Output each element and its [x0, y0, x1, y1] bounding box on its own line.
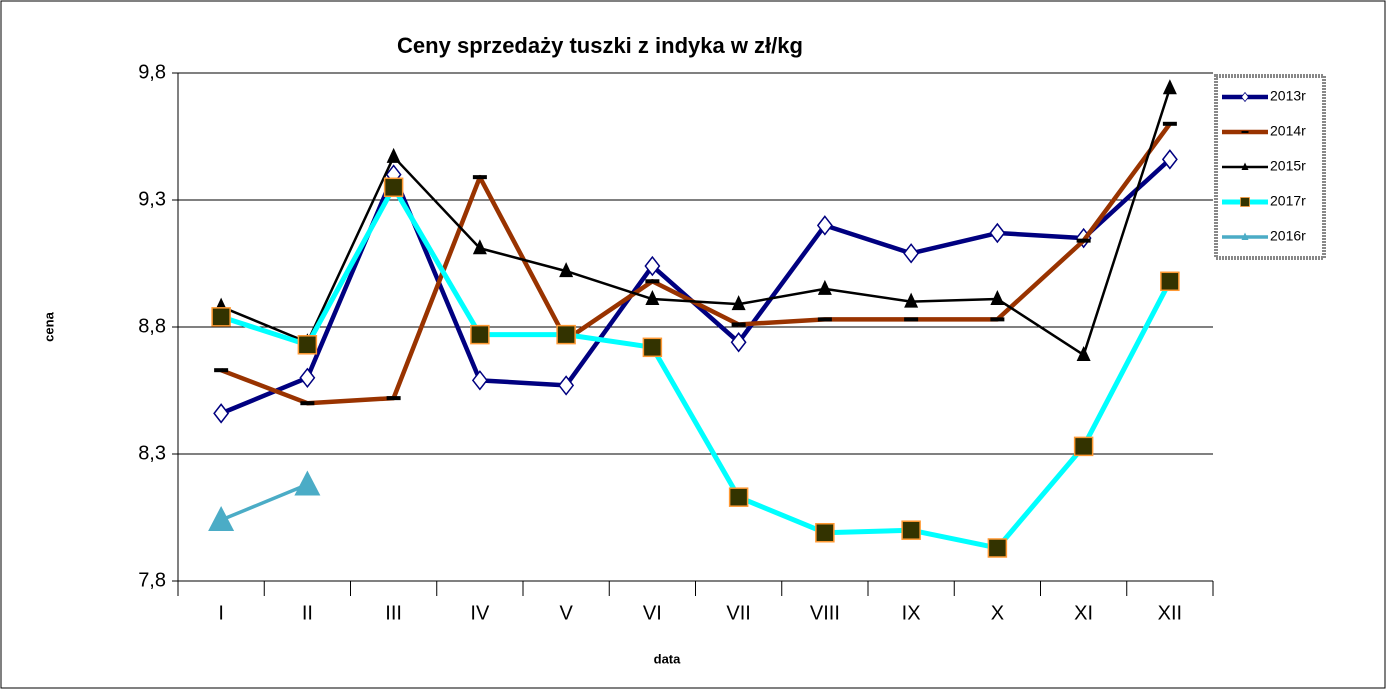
- series-marker: [816, 215, 833, 236]
- series-marker: [1160, 271, 1180, 292]
- x-tick-label: IX: [902, 602, 921, 624]
- x-tick-label: V: [559, 602, 573, 624]
- y-tick-label: 7,8: [138, 569, 166, 591]
- series-marker: [904, 317, 919, 322]
- legend-marker: [1241, 162, 1249, 170]
- series-marker: [208, 506, 235, 532]
- series-marker: [990, 317, 1005, 322]
- series-marker: [556, 324, 576, 345]
- series-marker: [731, 295, 746, 311]
- legend-label: 2013r: [1270, 88, 1306, 104]
- series-marker: [1076, 238, 1091, 243]
- series-marker: [1073, 436, 1094, 457]
- series-marker: [211, 307, 231, 327]
- series-marker: [471, 370, 488, 391]
- legend-label: 2015r: [1270, 158, 1306, 174]
- series-marker: [300, 401, 315, 406]
- legend-marker: [1241, 91, 1249, 103]
- series-marker: [901, 520, 921, 540]
- series-marker: [386, 396, 401, 401]
- x-tick-label: X: [991, 602, 1004, 624]
- series-line: [220, 482, 309, 522]
- legend-label: 2016r: [1270, 228, 1306, 244]
- x-tick-label: IV: [470, 602, 490, 624]
- series-marker: [1076, 345, 1091, 361]
- series-marker: [1162, 79, 1177, 95]
- y-tick-label: 9,8: [138, 61, 166, 83]
- x-axis-title: data: [654, 651, 682, 666]
- legend-marker: [1241, 131, 1249, 133]
- series-marker: [645, 290, 660, 306]
- series-marker: [731, 322, 746, 327]
- x-tick-label: XI: [1074, 602, 1093, 624]
- legend-marker: [1241, 232, 1249, 240]
- series-marker: [642, 337, 663, 358]
- series-marker: [644, 255, 661, 277]
- x-tick-label: VI: [643, 602, 662, 624]
- series-marker: [294, 470, 321, 496]
- series-marker: [645, 279, 660, 284]
- legend-label: 2017r: [1270, 193, 1306, 209]
- x-tick-label: XII: [1158, 602, 1182, 624]
- series-line: [220, 122, 1172, 406]
- y-tick-label: 8,8: [138, 315, 166, 337]
- y-axis-title: cena: [41, 311, 56, 341]
- series-marker: [214, 368, 229, 373]
- series-marker: [990, 290, 1005, 306]
- series-marker: [383, 177, 404, 198]
- y-tick-label: 9,3: [138, 188, 166, 210]
- series-marker: [989, 222, 1006, 244]
- x-tick-label: VII: [726, 602, 750, 624]
- series-marker: [728, 487, 749, 507]
- series-marker: [299, 367, 316, 389]
- y-tick-label: 8,3: [138, 442, 166, 464]
- series-marker: [472, 175, 487, 180]
- x-tick-label: I: [218, 602, 224, 624]
- series-marker: [297, 335, 318, 355]
- series-marker: [472, 239, 487, 255]
- chart-title: Ceny sprzedaży tuszki z indyka w zł/kg: [397, 33, 803, 58]
- series-marker: [559, 262, 574, 278]
- series-marker: [815, 522, 835, 543]
- x-tick-label: III: [385, 602, 402, 624]
- series-marker: [730, 332, 747, 353]
- series-marker: [213, 403, 230, 424]
- series-marker: [1162, 121, 1177, 126]
- series-marker: [817, 317, 832, 322]
- legend-label: 2014r: [1270, 123, 1306, 139]
- series-marker: [817, 279, 832, 295]
- series-marker: [558, 375, 575, 396]
- legend-marker: [1240, 197, 1250, 207]
- x-tick-label: VIII: [810, 602, 840, 624]
- series-marker: [386, 147, 401, 163]
- series-line: [220, 184, 1173, 551]
- series-marker: [904, 292, 919, 308]
- series-line: [220, 87, 1172, 357]
- series-marker: [470, 324, 490, 345]
- series-marker: [987, 538, 1008, 558]
- series-marker: [903, 243, 920, 264]
- x-tick-label: II: [302, 602, 313, 624]
- series-marker: [1161, 149, 1178, 170]
